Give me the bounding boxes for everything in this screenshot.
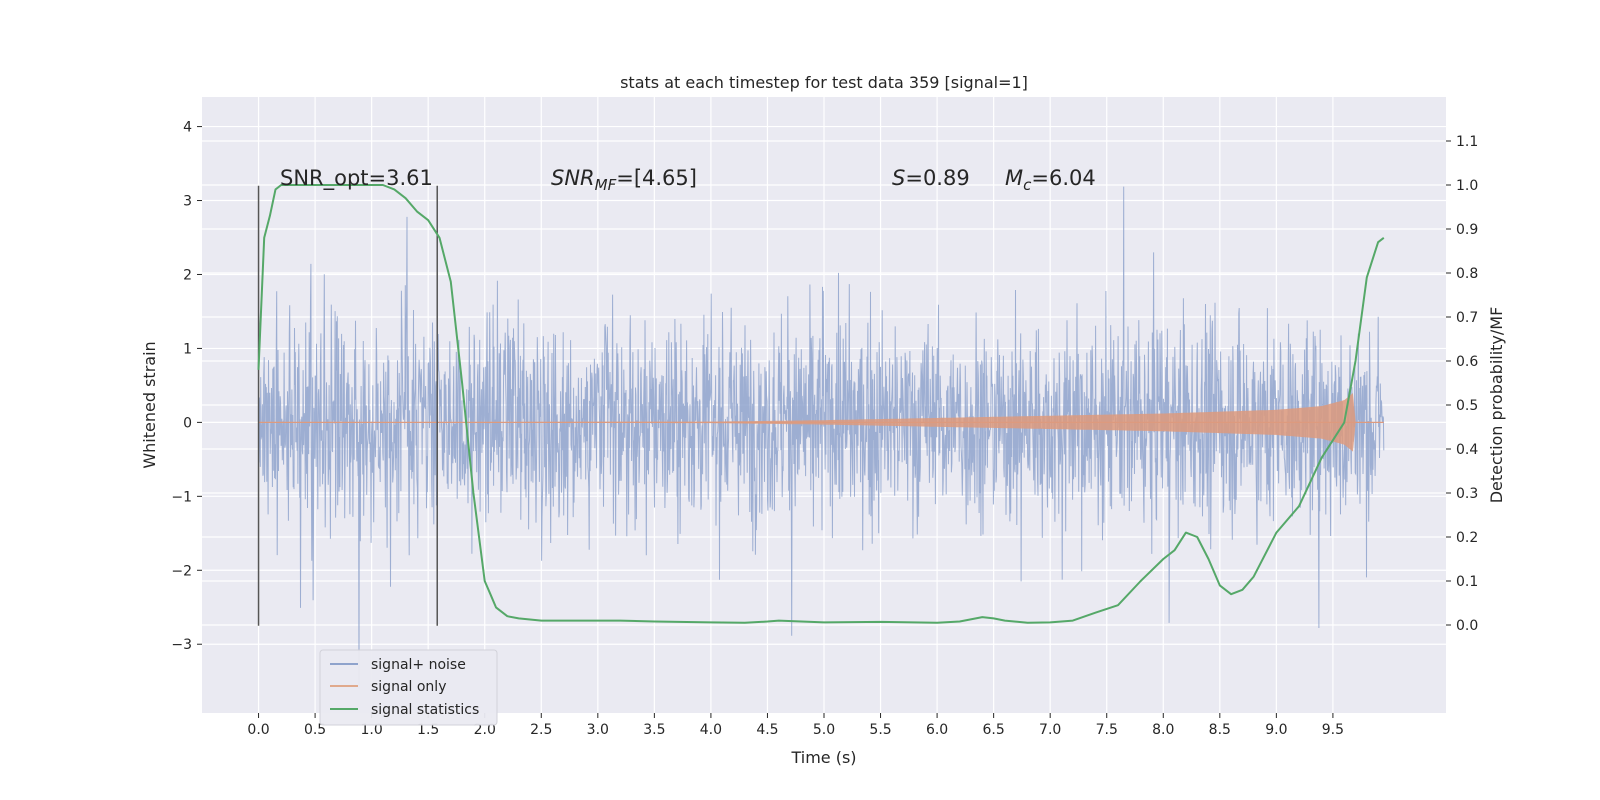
y-left-tick-label: 0: [183, 415, 192, 431]
legend-label-signal-only: signal only: [371, 679, 446, 695]
y-left-tick-labels: 4 3 2 1 0 −1 −2 −3: [171, 120, 202, 653]
annotation-s: S=0.89: [892, 166, 970, 190]
vertical-markers: [257, 185, 438, 626]
x-tick-label: 8.0: [1152, 722, 1174, 738]
x-tick-label: 0.0: [247, 722, 269, 738]
s-symbol: S: [892, 166, 905, 190]
annotation-snr-mf: SNRMF=[4.65]: [551, 166, 697, 194]
y-right-tick-label: 0.1: [1456, 574, 1478, 590]
s-value: =0.89: [905, 166, 969, 190]
legend-label-signal-statistics: signal statistics: [371, 702, 479, 718]
chart-title: stats at each timestep for test data 359…: [620, 73, 1028, 92]
y-right-tick-label: 0.3: [1456, 486, 1478, 502]
signal-noise-series: [258, 186, 1385, 689]
x-tick-label: 5.0: [813, 722, 835, 738]
x-tick-label: 7.5: [1096, 722, 1118, 738]
y-right-tick-label: 1.1: [1456, 134, 1478, 150]
mc-symbol: M: [1005, 166, 1023, 190]
legend-label-signal-noise: signal+ noise: [371, 657, 466, 673]
y-right-tick-labels: 1.1 1.0 0.9 0.8 0.7 0.6 0.5 0.4 0.3 0.2 0.1 0.0: [1446, 134, 1478, 634]
y-left-axis-label: Whitened strain: [140, 341, 159, 468]
x-tick-labels: 0.0 0.5 1.0 1.5 2.0 2.5 3.0 3.5 4.0 4.5 5.0 5.5 6.0 6…: [247, 713, 1344, 738]
x-tick-label: 3.0: [587, 722, 609, 738]
y-right-axis-label: Detection probability/MF: [1487, 307, 1506, 504]
x-tick-label: 8.5: [1209, 722, 1231, 738]
snr-mf-symbol: SNR: [551, 166, 595, 190]
x-tick-label: 4.5: [756, 722, 778, 738]
y-left-tick-label: −1: [171, 489, 192, 505]
snr-mf-subscript: MF: [595, 176, 617, 194]
x-tick-label: 7.0: [1039, 722, 1061, 738]
legend-box: [319, 649, 498, 726]
y-left-tick-label: 2: [183, 267, 192, 283]
y-right-tick-label: 0.0: [1456, 618, 1478, 634]
y-right-tick-label: 1.0: [1456, 178, 1478, 194]
y-right-tick-label: 0.7: [1456, 310, 1478, 326]
x-tick-label: 0.5: [304, 722, 326, 738]
x-axis-label: Time (s): [790, 748, 856, 767]
x-tick-label: 3.5: [643, 722, 665, 738]
y-left-tick-label: 4: [183, 120, 192, 136]
signal-noise-line: [258, 186, 1385, 689]
y-left-tick-label: 3: [183, 194, 192, 210]
x-tick-label: 6.0: [926, 722, 948, 738]
x-tick-label: 1.0: [361, 722, 383, 738]
y-right-tick-label: 0.2: [1456, 530, 1478, 546]
signal-only-series: [258, 393, 1384, 452]
y-right-tick-label: 0.8: [1456, 266, 1478, 282]
x-tick-label: 4.0: [700, 722, 722, 738]
x-tick-label: 9.0: [1265, 722, 1287, 738]
legend: signal+ noise signal only signal statist…: [319, 649, 498, 726]
mc-value: =6.04: [1031, 166, 1095, 190]
y-right-tick-label: 0.9: [1456, 222, 1478, 238]
x-tick-label: 2.5: [530, 722, 552, 738]
annotation-snr-opt: SNR_opt=3.61: [280, 166, 433, 191]
x-tick-label: 9.5: [1322, 722, 1344, 738]
y-left-tick-label: 1: [183, 341, 192, 357]
y-left-tick-label: −2: [171, 563, 192, 579]
snr-mf-value: =[4.65]: [616, 166, 697, 190]
y-right-tick-label: 0.4: [1456, 442, 1478, 458]
y-right-tick-label: 0.6: [1456, 354, 1478, 370]
x-tick-label: 5.5: [869, 722, 891, 738]
x-tick-label: 2.0: [474, 722, 496, 738]
x-tick-label: 6.5: [983, 722, 1005, 738]
signal-statistics-series: [257, 184, 1385, 624]
mc-subscript: c: [1023, 176, 1032, 194]
annotation-mc: Mc=6.04: [1005, 166, 1096, 194]
x-tick-label: 1.5: [417, 722, 439, 738]
y-right-tick-label: 0.5: [1456, 398, 1478, 414]
signal-statistics-line: [257, 184, 1385, 624]
y-left-tick-label: −3: [171, 637, 192, 653]
